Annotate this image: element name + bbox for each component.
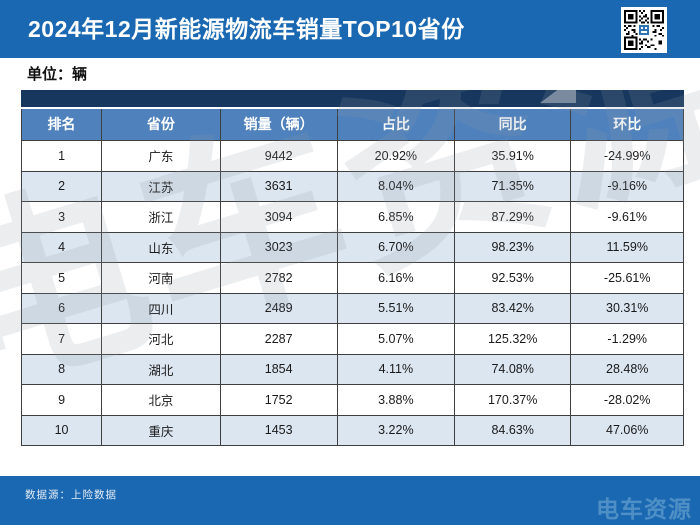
qr-code — [621, 7, 667, 53]
table-row: 9 北京 1752 3.88% 170.37% -28.02% — [20, 384, 684, 416]
cell-yoy: 92.53% — [453, 262, 572, 294]
cell-sales: 1854 — [219, 353, 338, 385]
cell-rank: 8 — [20, 353, 103, 385]
cell-yoy: 87.29% — [453, 201, 572, 233]
table-row: 1 广东 9442 20.92% 35.91% -24.99% — [20, 140, 684, 172]
cell-rank: 9 — [20, 384, 103, 416]
table-header-row: 排名 省份 销量（辆） 占比 同比 环比 — [20, 107, 684, 141]
cell-share: 6.70% — [336, 231, 455, 263]
cell-sales: 9442 — [219, 140, 338, 172]
cell-yoy: 74.08% — [453, 353, 572, 385]
cell-share: 4.11% — [336, 353, 455, 385]
column-header-mom: 环比 — [570, 107, 684, 141]
cell-mom: -25.61% — [570, 262, 684, 294]
table-row: 6 四川 2489 5.51% 83.42% 30.31% — [20, 292, 684, 324]
data-source-note: 数据源：上险数据 — [25, 489, 117, 501]
cell-sales: 3023 — [219, 231, 338, 263]
table-row: 5 河南 2782 6.16% 92.53% -25.61% — [20, 262, 684, 294]
brand-logo: 电车资源 — [596, 496, 692, 522]
cell-sales: 1752 — [219, 384, 338, 416]
cell-province: 河南 — [101, 262, 221, 294]
footer-bar: 数据源：上险数据 电车资源 — [0, 476, 700, 525]
cell-province: 浙江 — [101, 201, 221, 233]
cell-sales: 2489 — [219, 292, 338, 324]
qr-code-icon — [624, 10, 664, 50]
cell-share: 5.07% — [336, 323, 455, 355]
cell-mom: 30.31% — [570, 292, 684, 324]
cell-province: 河北 — [101, 323, 221, 355]
cell-sales: 3631 — [219, 170, 338, 202]
cell-province: 山东 — [101, 231, 221, 263]
column-header-yoy: 同比 — [453, 107, 572, 141]
cell-province: 江苏 — [101, 170, 221, 202]
cell-yoy: 71.35% — [453, 170, 572, 202]
cell-mom: 28.48% — [570, 353, 684, 385]
cell-yoy: 125.32% — [453, 323, 572, 355]
cell-rank: 2 — [20, 170, 103, 202]
cell-share: 20.92% — [336, 140, 455, 172]
cell-share: 5.51% — [336, 292, 455, 324]
table-top-band — [21, 90, 684, 109]
cell-yoy: 35.91% — [453, 140, 572, 172]
cell-mom: -9.61% — [570, 201, 684, 233]
cell-sales: 3094 — [219, 201, 338, 233]
title-bar: 2024年12月新能源物流车销量TOP10省份 — [0, 0, 700, 58]
table-row: 2 江苏 3631 8.04% 71.35% -9.16% — [20, 170, 684, 202]
cell-sales: 1453 — [219, 414, 338, 446]
table-row: 10 重庆 1453 3.22% 84.63% 47.06% — [20, 414, 684, 446]
cell-province: 重庆 — [101, 414, 221, 446]
cell-sales: 2782 — [219, 262, 338, 294]
cell-yoy: 170.37% — [453, 384, 572, 416]
cell-mom: -9.16% — [570, 170, 684, 202]
table-body: 1 广东 9442 20.92% 35.91% -24.99% 2 江苏 363… — [20, 140, 684, 446]
cell-sales: 2287 — [219, 323, 338, 355]
cell-mom: -28.02% — [570, 384, 684, 416]
cell-province: 北京 — [101, 384, 221, 416]
cell-yoy: 98.23% — [453, 231, 572, 263]
column-header-sales: 销量（辆） — [219, 107, 338, 141]
cell-mom: -1.29% — [570, 323, 684, 355]
cell-rank: 10 — [20, 414, 103, 446]
cell-share: 6.16% — [336, 262, 455, 294]
column-header-province: 省份 — [101, 107, 221, 141]
sales-table-zone: 排名 省份 销量（辆） 占比 同比 环比 1 广东 9442 20.92% 3 5 — [20, 90, 684, 446]
column-header-rank: 排名 — [20, 107, 103, 141]
cell-share: 3.88% — [336, 384, 455, 416]
cell-mom: 11.59% — [570, 231, 684, 263]
cell-province: 四川 — [101, 292, 221, 324]
page-title: 2024年12月新能源物流车销量TOP10省份 — [28, 16, 465, 42]
cell-rank: 6 — [20, 292, 103, 324]
unit-label: 单位：辆 — [27, 66, 88, 83]
cell-province: 广东 — [101, 140, 221, 172]
cell-yoy: 83.42% — [453, 292, 572, 324]
cell-share: 6.85% — [336, 201, 455, 233]
sales-table: 排名 省份 销量（辆） 占比 同比 环比 1 广东 9442 20.92% 3 5 — [20, 90, 684, 446]
table-row: 4 山东 3023 6.70% 98.23% 11.59% — [20, 231, 684, 263]
table-row: 7 河北 2287 5.07% 125.32% -1.29% — [20, 323, 684, 355]
cell-rank: 3 — [20, 201, 103, 233]
cell-rank: 4 — [20, 231, 103, 263]
cell-mom: -24.99% — [570, 140, 684, 172]
cell-share: 3.22% — [336, 414, 455, 446]
column-header-share: 占比 — [336, 107, 455, 141]
cell-yoy: 84.63% — [453, 414, 572, 446]
cell-rank: 7 — [20, 323, 103, 355]
cell-province: 湖北 — [101, 353, 221, 385]
cell-rank: 5 — [20, 262, 103, 294]
cell-rank: 1 — [20, 140, 103, 172]
cell-share: 8.04% — [336, 170, 455, 202]
cell-mom: 47.06% — [570, 414, 684, 446]
table-row: 3 浙江 3094 6.85% 87.29% -9.61% — [20, 201, 684, 233]
table-row: 8 湖北 1854 4.11% 74.08% 28.48% — [20, 353, 684, 385]
